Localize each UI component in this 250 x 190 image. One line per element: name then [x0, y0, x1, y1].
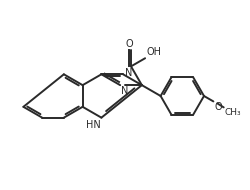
Text: N: N — [124, 68, 132, 78]
Text: OH: OH — [146, 47, 161, 57]
Text: O: O — [125, 39, 133, 49]
Text: CH₃: CH₃ — [225, 108, 241, 117]
Text: HN: HN — [86, 120, 100, 130]
Text: O: O — [214, 102, 222, 112]
Text: N: N — [121, 86, 128, 96]
